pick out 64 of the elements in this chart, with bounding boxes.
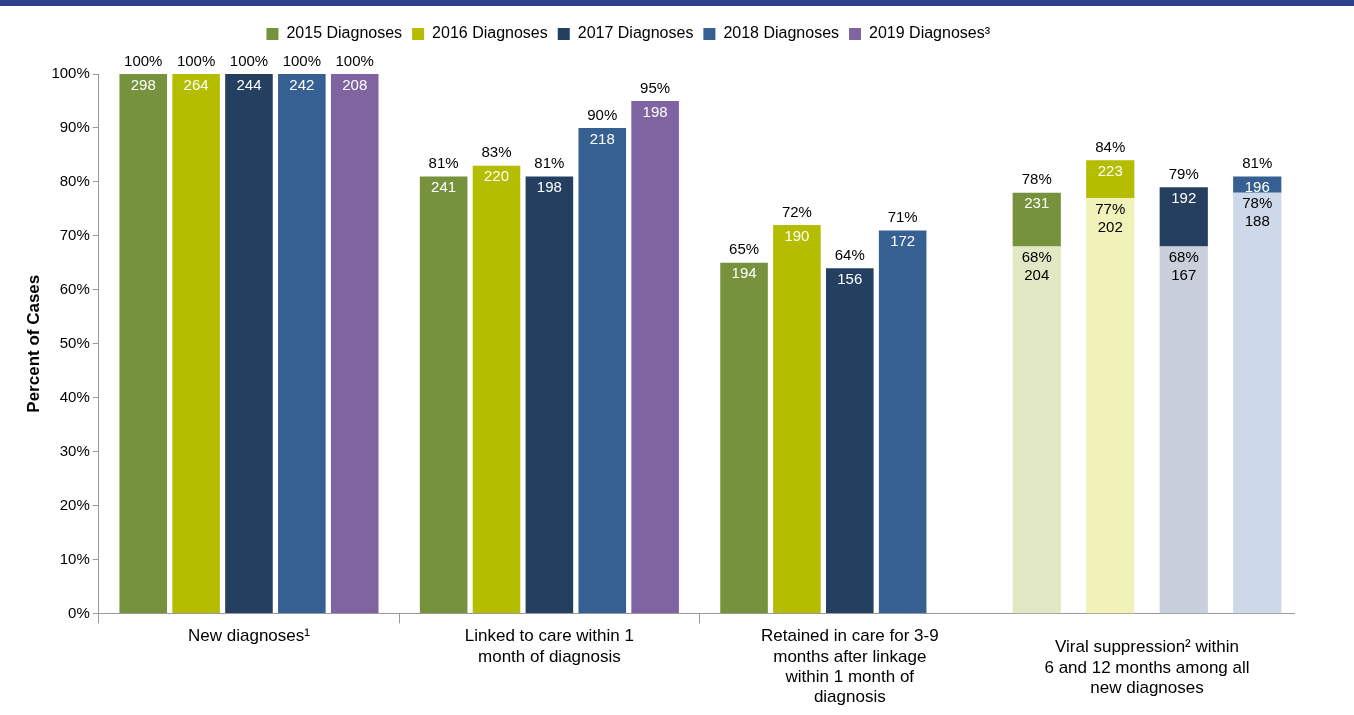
data-label: 90% 218 xyxy=(587,105,618,147)
y-tick-label: 50% xyxy=(59,333,90,351)
x-tick-label: Retained in care for 3-9 months after linkage within 1 month of diagnosis xyxy=(760,626,939,707)
data-label: 68% 167 xyxy=(1168,248,1199,284)
bar xyxy=(1012,192,1061,247)
data-label: 71% 172 xyxy=(887,208,918,250)
data-label: 72% 190 xyxy=(781,202,812,244)
y-tick-label: 80% xyxy=(59,172,90,190)
data-label: 100% 298 xyxy=(124,51,163,93)
total-label: 78% 231 xyxy=(1021,170,1052,212)
data-label: 100% 208 xyxy=(335,51,374,93)
x-tick-label: Linked to care within 1 month of diagnosis xyxy=(464,626,634,666)
y-tick-label: 70% xyxy=(59,225,90,243)
y-tick-label: 100% xyxy=(51,64,90,82)
bar xyxy=(1086,160,1135,199)
legend-label: 2015 Diagnoses xyxy=(286,24,403,42)
bar xyxy=(826,268,874,613)
y-tick-label: 40% xyxy=(59,387,90,405)
data-label: 64% 156 xyxy=(834,245,865,287)
x-axis-title: Viral suppression² within 6 and 12 months among all new diagnoses xyxy=(1044,637,1250,698)
y-tick-label: 30% xyxy=(59,441,90,459)
bar xyxy=(278,74,326,613)
bar xyxy=(1159,246,1208,614)
legend-label: 2017 Diagnoses xyxy=(577,24,694,42)
data-label: 65% 194 xyxy=(729,240,760,282)
data-label: 100% 264 xyxy=(176,51,216,93)
y-tick-label: 60% xyxy=(59,279,90,297)
data-label: 95% 198 xyxy=(640,78,671,120)
bar xyxy=(1086,198,1135,614)
bar xyxy=(119,74,168,613)
x-tick-label: New diagnoses¹ xyxy=(188,626,311,646)
data-label: 77% 202 xyxy=(1095,199,1126,235)
data-label: 78% 188 xyxy=(1242,194,1273,230)
bar xyxy=(878,230,927,613)
y-tick-label: 10% xyxy=(59,549,90,567)
y-tick-label: 0% xyxy=(68,603,90,621)
bar xyxy=(419,176,468,613)
total-label: 81% 196 xyxy=(1242,154,1273,196)
data-label: 81% 198 xyxy=(534,154,565,196)
data-label: 100% 242 xyxy=(282,51,322,93)
y-axis-title: Percent of Cases xyxy=(23,274,43,413)
total-label: 84% 223 xyxy=(1095,137,1126,179)
data-label: 83% 220 xyxy=(481,143,512,185)
bar xyxy=(225,74,273,613)
y-tick-label: 20% xyxy=(59,495,90,513)
data-label: 68% 204 xyxy=(1021,248,1052,284)
legend-label: 2018 Diagnoses xyxy=(723,24,840,42)
legend-label: 2016 Diagnoses xyxy=(432,24,548,42)
data-label: 81% 241 xyxy=(428,154,459,196)
bar xyxy=(631,100,679,613)
bar xyxy=(578,127,627,613)
bar xyxy=(720,262,768,613)
y-tick-label: 90% xyxy=(59,118,90,136)
bar xyxy=(330,74,379,613)
bar xyxy=(773,225,821,613)
legend-label: 2019 Diagnoses³ xyxy=(869,24,991,42)
data-label: 100% 244 xyxy=(229,51,269,93)
bar xyxy=(1012,246,1061,614)
bar xyxy=(525,176,574,613)
total-label: 79% 192 xyxy=(1168,164,1199,206)
bar xyxy=(1159,187,1208,247)
bar xyxy=(1233,192,1282,614)
bar xyxy=(172,74,220,613)
bar xyxy=(472,165,521,613)
